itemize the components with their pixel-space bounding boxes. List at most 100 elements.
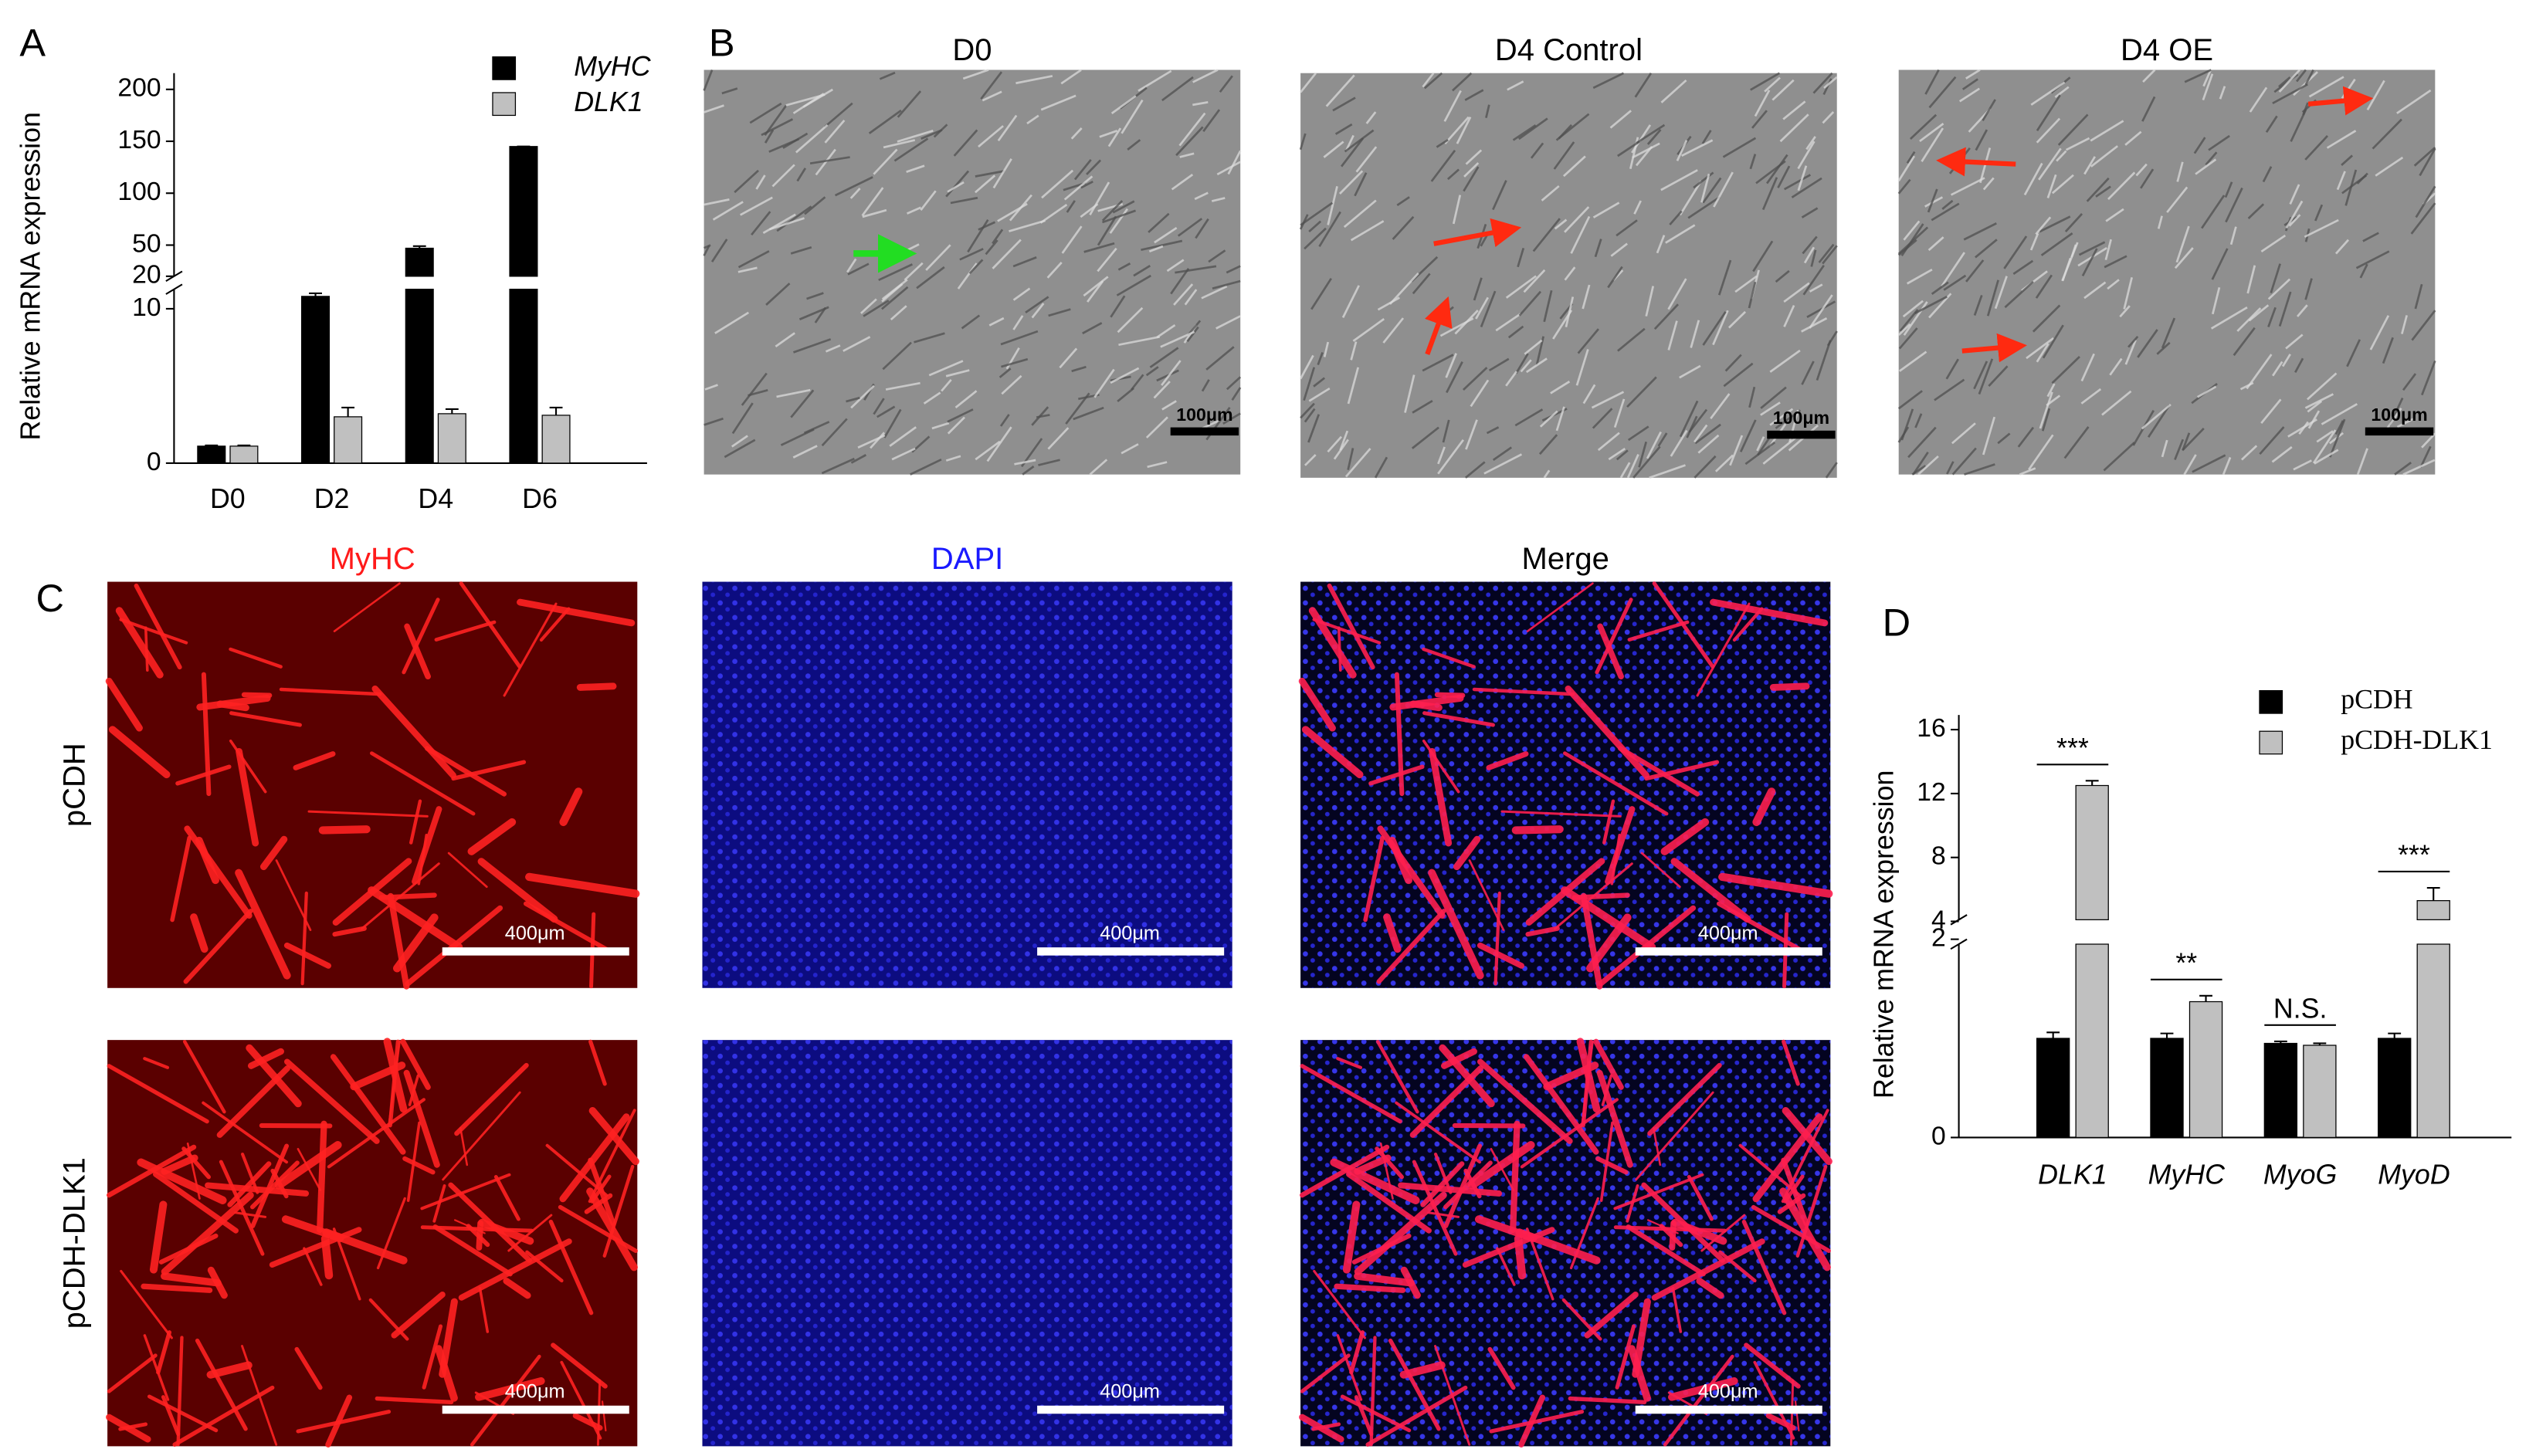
cell — [1505, 275, 1537, 299]
error-bar — [412, 245, 426, 249]
cell — [1660, 169, 1698, 191]
cell — [953, 129, 978, 157]
x-tick-label: D6 — [522, 483, 558, 514]
cell — [1514, 1234, 1527, 1280]
cell — [1041, 169, 1074, 199]
cell — [296, 1410, 392, 1434]
cell — [2157, 215, 2163, 229]
cell — [434, 1345, 458, 1402]
cell — [1014, 459, 1036, 466]
cell — [327, 1098, 425, 1169]
cell — [1755, 160, 1786, 185]
cell — [1795, 1164, 1828, 1258]
cell — [1951, 422, 1976, 445]
cell — [318, 825, 371, 835]
cell — [190, 913, 209, 953]
cell — [1717, 259, 1732, 296]
y-tick-label: 0 — [1931, 1122, 1946, 1150]
cell — [1564, 206, 1590, 233]
error-bar — [309, 292, 322, 296]
cell — [1647, 1062, 1722, 1136]
cell — [882, 341, 912, 371]
cell — [1965, 69, 1981, 80]
cell — [141, 1283, 213, 1293]
cell — [790, 389, 815, 418]
cell — [1626, 1224, 1706, 1277]
cell — [1744, 441, 1775, 466]
cell — [1304, 454, 1317, 466]
cell — [2065, 137, 2090, 151]
cell — [1818, 243, 1835, 263]
cell — [1156, 323, 1176, 339]
cell — [1710, 598, 1829, 627]
cell — [1117, 306, 1144, 334]
bar — [2263, 1042, 2298, 1139]
cell — [1369, 1336, 1377, 1447]
cell — [1145, 416, 1168, 438]
cell — [1082, 322, 1103, 335]
cell — [1927, 188, 1938, 213]
cell — [2061, 257, 2072, 282]
cell — [1532, 218, 1561, 252]
cell — [350, 1062, 406, 1091]
cell — [1215, 315, 1241, 330]
cell — [1592, 72, 1625, 90]
cell — [1443, 1160, 1493, 1210]
image-title: D0 — [952, 33, 992, 67]
x-tick-label: D4 — [418, 483, 453, 514]
error-bar — [445, 408, 459, 414]
cell — [307, 810, 429, 818]
cell — [1216, 161, 1241, 176]
cell — [143, 1057, 170, 1069]
cell — [2083, 156, 2097, 175]
cell — [1702, 177, 1722, 204]
cell — [1179, 152, 1195, 158]
cell — [181, 1146, 211, 1180]
cell — [870, 432, 886, 449]
cell — [107, 1353, 158, 1393]
cell — [2036, 94, 2061, 131]
cell — [1399, 1361, 1446, 1379]
cell — [1748, 281, 1757, 309]
cell — [1978, 358, 1994, 395]
cell — [1395, 1101, 1482, 1164]
cell — [923, 391, 941, 405]
bar — [334, 416, 363, 464]
cell — [1375, 1146, 1405, 1180]
cell — [1452, 195, 1462, 225]
scale-bar — [1170, 427, 1239, 436]
cell — [1626, 453, 1639, 479]
error-bar — [2160, 1032, 2174, 1039]
cell — [721, 87, 738, 95]
cell — [1693, 455, 1717, 479]
cell — [432, 1184, 446, 1223]
cell — [1917, 455, 1939, 476]
cell — [368, 886, 463, 951]
cell — [1760, 386, 1787, 409]
cell — [1906, 268, 1933, 285]
cell — [1308, 220, 1322, 232]
cell — [1609, 110, 1632, 129]
cell — [1568, 1396, 1647, 1404]
y-tick-label: 16 — [1917, 714, 1945, 743]
cell — [108, 726, 171, 779]
cell — [1012, 287, 1031, 301]
cell — [1644, 760, 1720, 781]
cell — [1377, 296, 1400, 311]
cell — [1304, 227, 1327, 250]
cell — [2241, 445, 2258, 461]
cell — [1048, 308, 1071, 317]
cell — [1161, 76, 1194, 102]
cell — [1192, 101, 1209, 107]
cell — [1906, 151, 1916, 164]
cell — [1344, 448, 1371, 478]
cell — [106, 1144, 197, 1198]
cell — [1376, 909, 1446, 984]
cell — [806, 292, 824, 300]
cell — [1756, 436, 1765, 452]
bar — [541, 415, 571, 464]
cell — [2246, 265, 2256, 294]
cell — [1570, 215, 1591, 254]
cell — [588, 1039, 607, 1086]
cell — [1467, 1141, 1535, 1190]
